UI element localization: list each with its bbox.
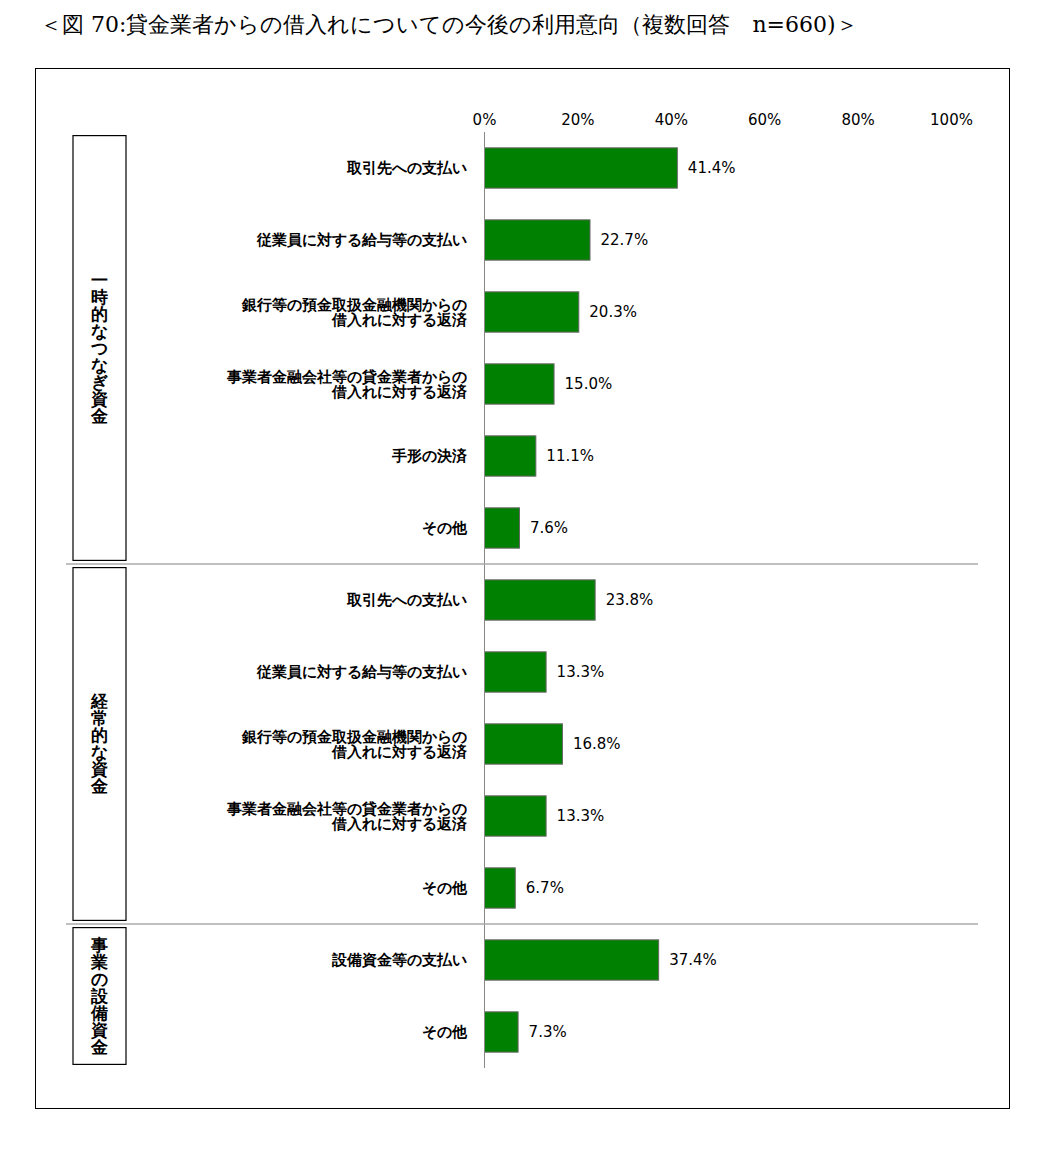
svg-text:23.8%: 23.8%: [606, 591, 654, 609]
svg-text:経常的な資金: 経常的な資金: [90, 691, 109, 796]
svg-text:事業者金融会社等の貸金業者からの借入れに対する返済: 事業者金融会社等の貸金業者からの借入れに対する返済: [226, 800, 468, 833]
svg-text:13.3%: 13.3%: [557, 807, 605, 825]
svg-text:40%: 40%: [655, 111, 688, 129]
svg-text:取引先への支払い: 取引先への支払い: [346, 159, 467, 177]
svg-text:13.3%: 13.3%: [557, 663, 605, 681]
svg-text:その他: その他: [422, 1023, 468, 1041]
svg-text:7.6%: 7.6%: [530, 519, 568, 537]
svg-text:0%: 0%: [473, 111, 497, 129]
svg-text:16.8%: 16.8%: [573, 735, 621, 753]
svg-text:手形の決済: 手形の決済: [391, 447, 468, 465]
svg-text:従業員に対する給与等の支払い: 従業員に対する給与等の支払い: [256, 663, 467, 681]
svg-text:60%: 60%: [748, 111, 781, 129]
svg-text:20.3%: 20.3%: [589, 303, 637, 321]
svg-text:銀行等の預金取扱金融機関からの借入れに対する返済: 銀行等の預金取扱金融機関からの借入れに対する返済: [241, 728, 468, 761]
svg-text:15.0%: 15.0%: [565, 375, 613, 393]
html-text:＜図 70:貸金業者からの借入れについての今後の利用意向（複: ＜図 70:貸金業者からの借入れについての今後の利用意向（複数回答 n=660)…: [40, 12, 858, 37]
svg-text:80%: 80%: [841, 111, 874, 129]
svg-text:その他: その他: [422, 879, 468, 897]
svg-text:7.3%: 7.3%: [529, 1023, 567, 1041]
svg-text:37.4%: 37.4%: [669, 951, 717, 969]
svg-text:従業員に対する給与等の支払い: 従業員に対する給与等の支払い: [256, 231, 467, 249]
svg-text:22.7%: 22.7%: [601, 231, 649, 249]
svg-text:銀行等の預金取扱金融機関からの借入れに対する返済: 銀行等の預金取扱金融機関からの借入れに対する返済: [241, 296, 468, 329]
svg-text:その他: その他: [422, 519, 468, 537]
svg-text:20%: 20%: [561, 111, 594, 129]
svg-text:11.1%: 11.1%: [546, 447, 594, 465]
svg-text:設備資金等の支払い: 設備資金等の支払い: [331, 951, 467, 969]
svg-text:6.7%: 6.7%: [526, 879, 564, 897]
svg-text:100%: 100%: [930, 111, 973, 129]
svg-text:事業の設備資金: 事業の設備資金: [90, 935, 109, 1057]
svg-text:41.4%: 41.4%: [688, 159, 736, 177]
svg-text:事業者金融会社等の貸金業者からの借入れに対する返済: 事業者金融会社等の貸金業者からの借入れに対する返済: [226, 368, 468, 401]
svg-text:取引先への支払い: 取引先への支払い: [346, 591, 467, 609]
svg-text:一時的なつなぎ資金: 一時的なつなぎ資金: [90, 270, 108, 426]
